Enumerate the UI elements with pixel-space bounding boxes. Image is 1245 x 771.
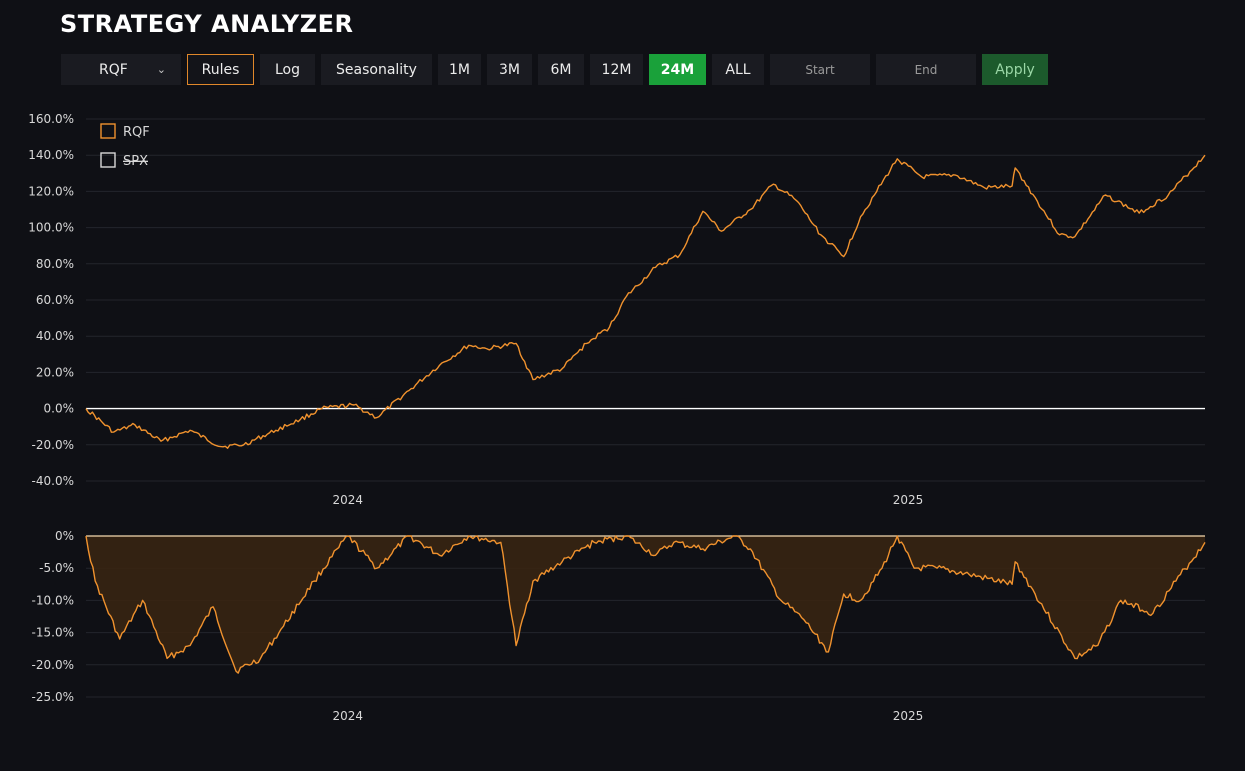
y-tick-label: -20.0%	[32, 438, 74, 452]
symbol-select-value: RQF	[99, 61, 128, 78]
start-date-input[interactable]: Start	[770, 54, 870, 85]
symbol-select[interactable]: RQF ⌄	[61, 54, 181, 85]
equity-chart: 160.0% 140.0% 120.0% 100.0% 80.0% 60.0% 40.0% 2…	[28, 112, 1206, 507]
range-button-3m[interactable]: 3M	[487, 54, 532, 85]
y-tick-label: -40.0%	[32, 474, 74, 488]
end-date-input[interactable]: End	[876, 54, 976, 85]
y-tick-label: -25.0%	[32, 690, 74, 704]
log-button[interactable]: Log	[260, 54, 315, 85]
x-tick-label: 2024	[332, 709, 363, 723]
y-tick-label: 120.0%	[28, 184, 74, 198]
legend-swatch[interactable]	[100, 152, 116, 168]
x-tick-label: 2025	[893, 709, 924, 723]
x-tick-label: 2025	[893, 493, 924, 507]
chevron-down-icon: ⌄	[156, 63, 166, 76]
drawdown-chart: 0% -5.0% -10.0% -15.0% -20.0% -25.0% 2024 2025	[32, 529, 1206, 723]
range-button-12m[interactable]: 12M	[590, 54, 643, 85]
y-tick-label: 160.0%	[28, 112, 74, 126]
y-tick-label: 60.0%	[36, 293, 74, 307]
legend-swatch[interactable]	[100, 123, 116, 139]
y-tick-label: -20.0%	[32, 658, 74, 672]
legend-label[interactable]: SPX	[123, 154, 148, 169]
y-tick-label: 140.0%	[28, 148, 74, 162]
rules-button[interactable]: Rules	[187, 54, 254, 85]
series-line-rqf	[85, 154, 1206, 449]
y-tick-label: 20.0%	[36, 365, 74, 379]
toolbar: RQF ⌄ Rules Log Seasonality 1M 3M 6M 12M…	[61, 54, 1048, 85]
series-line-rqf	[85, 535, 1206, 674]
y-tick-label: 100.0%	[28, 221, 74, 235]
y-tick-label: 80.0%	[36, 257, 74, 271]
seasonality-button[interactable]: Seasonality	[321, 54, 432, 85]
range-button-6m[interactable]: 6M	[538, 54, 584, 85]
y-tick-label: 40.0%	[36, 329, 74, 343]
range-button-1m[interactable]: 1M	[438, 54, 481, 85]
y-tick-label: -15.0%	[32, 626, 74, 640]
y-tick-label: 0.0%	[44, 402, 75, 416]
series-area-rqf	[86, 536, 1205, 674]
x-tick-label: 2024	[332, 493, 363, 507]
y-tick-label: -5.0%	[39, 561, 74, 575]
range-button-all[interactable]: ALL	[712, 54, 764, 85]
y-tick-label: 0%	[55, 529, 74, 543]
app-title: STRATEGY ANALYZER	[60, 10, 354, 38]
legend-label[interactable]: RQF	[123, 125, 150, 140]
range-button-24m[interactable]: 24M	[649, 54, 706, 85]
y-tick-label: -10.0%	[32, 593, 74, 607]
apply-button[interactable]: Apply	[982, 54, 1048, 85]
